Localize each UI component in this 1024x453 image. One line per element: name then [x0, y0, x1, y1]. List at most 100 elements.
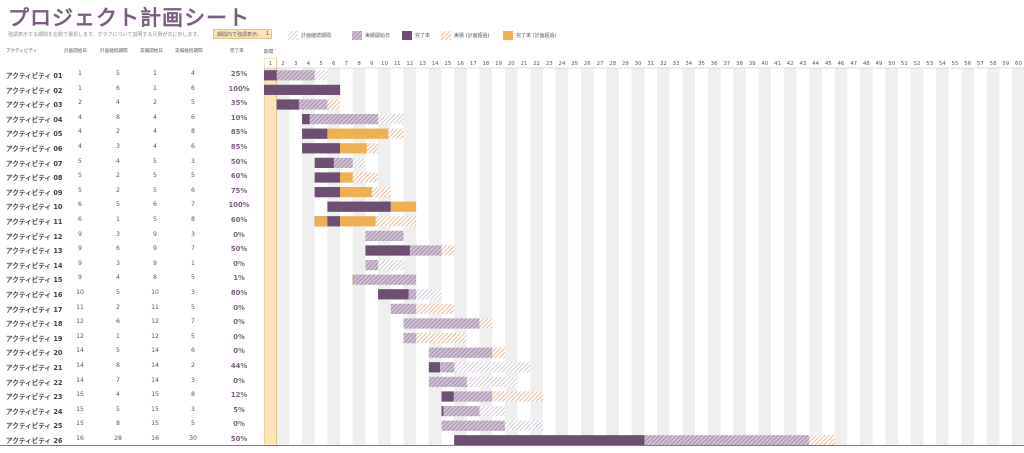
- plan-start-cell[interactable]: 9: [78, 259, 82, 267]
- percent-complete-cell[interactable]: 60%: [230, 172, 248, 181]
- plan-start-cell[interactable]: 16: [76, 435, 84, 442]
- plan-duration-cell[interactable]: 1: [116, 216, 120, 223]
- actual-start-cell[interactable]: 11: [151, 303, 159, 311]
- plan-duration-cell[interactable]: 8: [116, 420, 120, 428]
- actual-start-cell[interactable]: 2: [153, 99, 157, 107]
- plan-duration-cell[interactable]: 28: [114, 435, 122, 442]
- plan-duration-cell[interactable]: 2: [116, 303, 120, 311]
- plan-start-cell[interactable]: 9: [78, 274, 82, 282]
- plan-duration-cell[interactable]: 8: [116, 113, 120, 121]
- actual-duration-cell[interactable]: 5: [191, 172, 195, 180]
- actual-duration-cell[interactable]: 3: [191, 289, 195, 296]
- percent-complete-cell[interactable]: 5%: [233, 405, 245, 414]
- actual-duration-cell[interactable]: 8: [191, 216, 195, 223]
- plan-start-cell[interactable]: 15: [76, 405, 84, 413]
- percent-complete-cell[interactable]: 0%: [233, 347, 245, 356]
- plan-start-cell[interactable]: 1: [78, 84, 82, 92]
- percent-complete-cell[interactable]: 50%: [230, 157, 248, 166]
- plan-start-cell[interactable]: 15: [76, 391, 84, 399]
- percent-complete-cell[interactable]: 12%: [230, 391, 248, 400]
- actual-start-cell[interactable]: 15: [151, 405, 159, 413]
- percent-complete-cell[interactable]: 60%: [230, 216, 248, 224]
- plan-duration-cell[interactable]: 3: [116, 230, 120, 238]
- percent-complete-cell[interactable]: 100%: [228, 201, 250, 210]
- plan-start-cell[interactable]: 9: [78, 245, 82, 253]
- percent-complete-cell[interactable]: 0%: [233, 420, 245, 429]
- percent-complete-cell[interactable]: 35%: [230, 99, 248, 108]
- actual-start-cell[interactable]: 12: [151, 332, 159, 340]
- actual-start-cell[interactable]: 16: [151, 435, 159, 442]
- actual-start-cell[interactable]: 5: [153, 216, 157, 223]
- actual-duration-cell[interactable]: 6: [191, 143, 195, 150]
- plan-start-cell[interactable]: 12: [76, 332, 84, 340]
- actual-start-cell[interactable]: 1: [153, 84, 157, 92]
- actual-duration-cell[interactable]: 5: [191, 303, 195, 311]
- plan-duration-cell[interactable]: 4: [116, 391, 120, 399]
- actual-duration-cell[interactable]: 3: [191, 405, 195, 413]
- actual-start-cell[interactable]: 12: [151, 318, 159, 326]
- plan-duration-cell[interactable]: 8: [116, 362, 120, 369]
- plan-start-cell[interactable]: 1: [78, 70, 82, 77]
- plan-duration-cell[interactable]: 5: [116, 347, 120, 355]
- plan-start-cell[interactable]: 2: [78, 99, 82, 107]
- actual-duration-cell[interactable]: 4: [191, 70, 195, 77]
- actual-start-cell[interactable]: 1: [153, 70, 157, 77]
- plan-start-cell[interactable]: 14: [76, 376, 84, 384]
- plan-start-cell[interactable]: 6: [78, 201, 82, 209]
- actual-duration-cell[interactable]: 6: [191, 186, 195, 194]
- actual-start-cell[interactable]: 5: [153, 172, 157, 180]
- actual-duration-cell[interactable]: 6: [191, 84, 195, 92]
- percent-complete-cell[interactable]: 85%: [230, 128, 248, 137]
- plan-duration-cell[interactable]: 6: [116, 84, 120, 92]
- plan-start-cell[interactable]: 11: [76, 303, 84, 311]
- plan-duration-cell[interactable]: 4: [116, 274, 120, 282]
- actual-duration-cell[interactable]: 3: [191, 157, 195, 165]
- percent-complete-cell[interactable]: 0%: [233, 259, 245, 268]
- plan-duration-cell[interactable]: 2: [116, 186, 120, 194]
- actual-start-cell[interactable]: 4: [153, 128, 157, 136]
- actual-duration-cell[interactable]: 3: [191, 376, 195, 384]
- percent-complete-cell[interactable]: 0%: [233, 318, 245, 327]
- percent-complete-cell[interactable]: 50%: [230, 435, 248, 443]
- percent-complete-cell[interactable]: 0%: [233, 230, 245, 239]
- actual-start-cell[interactable]: 10: [151, 289, 159, 296]
- percent-complete-cell[interactable]: 100%: [228, 84, 250, 93]
- plan-start-cell[interactable]: 4: [78, 113, 82, 121]
- percent-complete-cell[interactable]: 50%: [230, 245, 248, 254]
- plan-start-cell[interactable]: 14: [76, 347, 84, 355]
- actual-start-cell[interactable]: 9: [153, 230, 157, 238]
- actual-duration-cell[interactable]: 30: [189, 435, 197, 442]
- plan-duration-cell[interactable]: 4: [116, 157, 120, 165]
- plan-start-cell[interactable]: 4: [78, 143, 82, 150]
- plan-duration-cell[interactable]: 3: [116, 143, 120, 150]
- actual-start-cell[interactable]: 9: [153, 259, 157, 267]
- actual-start-cell[interactable]: 9: [153, 245, 157, 253]
- actual-duration-cell[interactable]: 6: [191, 113, 195, 121]
- actual-start-cell[interactable]: 5: [153, 186, 157, 194]
- percent-complete-cell[interactable]: 75%: [230, 186, 248, 195]
- actual-duration-cell[interactable]: 7: [191, 245, 195, 253]
- actual-duration-cell[interactable]: 7: [191, 201, 195, 209]
- percent-complete-cell[interactable]: 0%: [233, 303, 245, 312]
- actual-start-cell[interactable]: 15: [151, 391, 159, 399]
- plan-start-cell[interactable]: 5: [78, 172, 82, 180]
- actual-duration-cell[interactable]: 8: [191, 128, 195, 136]
- plan-start-cell[interactable]: 6: [78, 216, 82, 223]
- actual-start-cell[interactable]: 14: [151, 347, 159, 355]
- plan-start-cell[interactable]: 14: [76, 362, 84, 369]
- actual-start-cell[interactable]: 4: [153, 143, 157, 150]
- plan-duration-cell[interactable]: 2: [116, 172, 120, 180]
- percent-complete-cell[interactable]: 80%: [230, 289, 248, 297]
- plan-duration-cell[interactable]: 5: [116, 405, 120, 413]
- percent-complete-cell[interactable]: 0%: [233, 332, 245, 341]
- plan-duration-cell[interactable]: 4: [116, 99, 120, 107]
- plan-duration-cell[interactable]: 5: [116, 289, 120, 296]
- plan-duration-cell[interactable]: 5: [116, 201, 120, 209]
- plan-duration-cell[interactable]: 6: [116, 245, 120, 253]
- percent-complete-cell[interactable]: 25%: [230, 70, 248, 78]
- actual-duration-cell[interactable]: 5: [191, 332, 195, 340]
- plan-start-cell[interactable]: 5: [78, 157, 82, 165]
- plan-start-cell[interactable]: 9: [78, 230, 82, 238]
- plan-duration-cell[interactable]: 5: [116, 70, 120, 77]
- plan-start-cell[interactable]: 15: [76, 420, 84, 428]
